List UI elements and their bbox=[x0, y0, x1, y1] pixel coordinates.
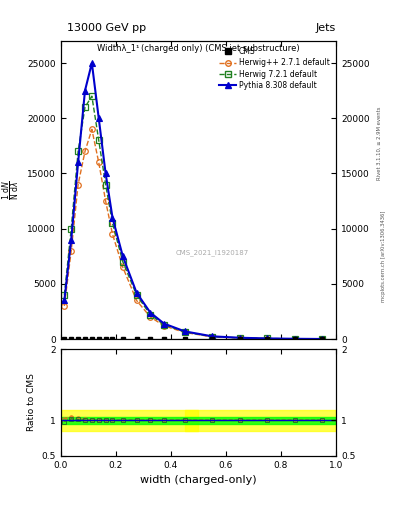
Text: Widthλ_1¹ (charged only) (CMS jet substructure): Widthλ_1¹ (charged only) (CMS jet substr… bbox=[97, 44, 300, 53]
X-axis label: width (charged-only): width (charged-only) bbox=[140, 475, 257, 485]
Text: mcplots.cern.ch [arXiv:1306.3436]: mcplots.cern.ch [arXiv:1306.3436] bbox=[381, 210, 386, 302]
Text: CMS_2021_I1920187: CMS_2021_I1920187 bbox=[176, 249, 249, 255]
Text: Jets: Jets bbox=[316, 23, 336, 33]
Text: Rivet 3.1.10, ≥ 2.9M events: Rivet 3.1.10, ≥ 2.9M events bbox=[377, 106, 382, 180]
Y-axis label: Ratio to CMS: Ratio to CMS bbox=[27, 374, 36, 432]
Text: 13000 GeV pp: 13000 GeV pp bbox=[66, 23, 146, 33]
Y-axis label: $\frac{1}{\mathrm{N}} \frac{\mathrm{d}N}{\mathrm{d}\lambda}$: $\frac{1}{\mathrm{N}} \frac{\mathrm{d}N}… bbox=[0, 180, 22, 200]
Legend: CMS, Herwig++ 2.7.1 default, Herwig 7.2.1 default, Pythia 8.308 default: CMS, Herwig++ 2.7.1 default, Herwig 7.2.… bbox=[217, 45, 332, 92]
